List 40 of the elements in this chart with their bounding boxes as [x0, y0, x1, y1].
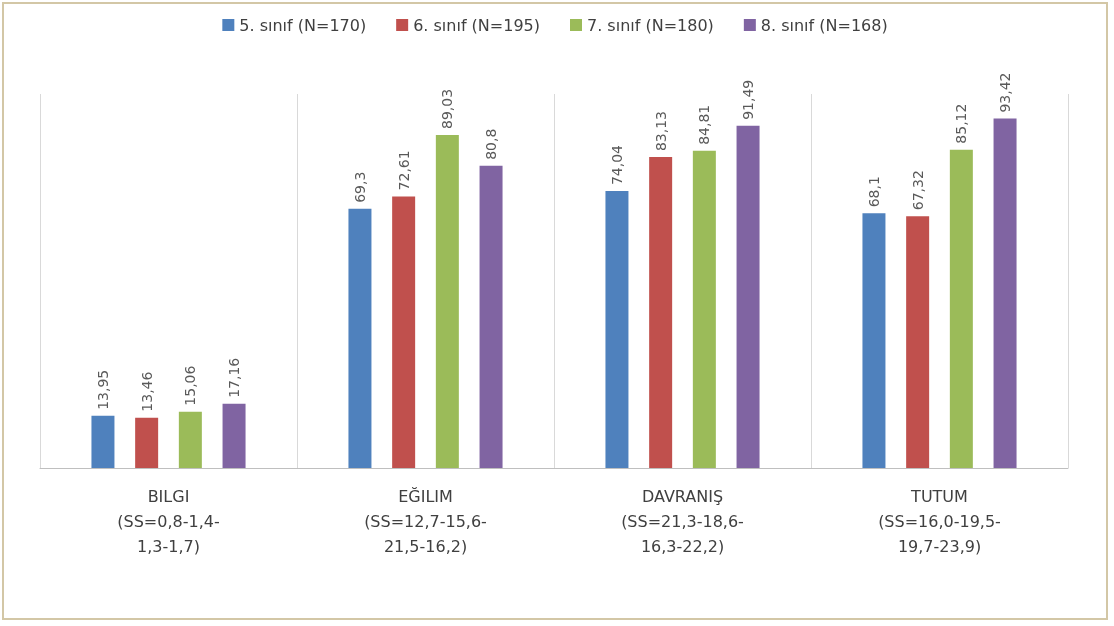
data-label: 13,95 [94, 369, 111, 410]
bar [649, 157, 673, 468]
x-tick-label: DAVRANIŞ (SS=21,3-18,6-16,3-22,2) [621, 487, 744, 556]
bar [348, 208, 372, 468]
x-tick-label: BILGI (SS=0,8-1,4-1,3-1,7) [117, 487, 220, 556]
bar [135, 417, 159, 468]
bar [392, 196, 416, 468]
bar [949, 149, 973, 468]
data-label: 17,16 [226, 357, 243, 398]
bar [435, 135, 459, 468]
data-label: 80,8 [483, 128, 500, 160]
data-label: 68,1 [865, 176, 882, 208]
bar [736, 125, 760, 468]
bar [178, 411, 202, 468]
data-label: 72,61 [395, 150, 412, 191]
x-tick-label: EĞILIM (SS=12,7-15,6-21,5-16,2) [364, 487, 487, 556]
data-label: 93,42 [997, 72, 1014, 113]
bar [692, 150, 716, 468]
bar [222, 403, 246, 468]
data-label: 83,13 [652, 111, 669, 152]
data-label: 91,49 [740, 79, 757, 120]
x-tick-label: TUTUM (SS=16,0-19,5-19,7-23,9) [878, 487, 1001, 556]
data-label: 74,04 [608, 144, 625, 186]
bar [91, 415, 115, 468]
bar [479, 165, 503, 468]
bar [906, 216, 930, 468]
data-label: 67,32 [909, 170, 926, 211]
bar [605, 191, 629, 468]
legend-label: 7. sınıf (N=180) [587, 15, 714, 35]
data-label: 85,12 [953, 103, 970, 144]
legend-label: 5. sınıf (N=170) [239, 15, 367, 35]
data-label: 84,81 [696, 104, 713, 145]
data-label: 89,03 [439, 88, 456, 130]
bar [862, 213, 886, 468]
legend-label: 6. sınıf (N=195) [413, 15, 541, 35]
data-label: 13,46 [138, 371, 155, 412]
data-label: 15,06 [182, 365, 199, 406]
bar [993, 118, 1017, 468]
data-label: 69,3 [351, 171, 368, 203]
legend-label: 8. sınıf (N=168) [760, 15, 888, 35]
